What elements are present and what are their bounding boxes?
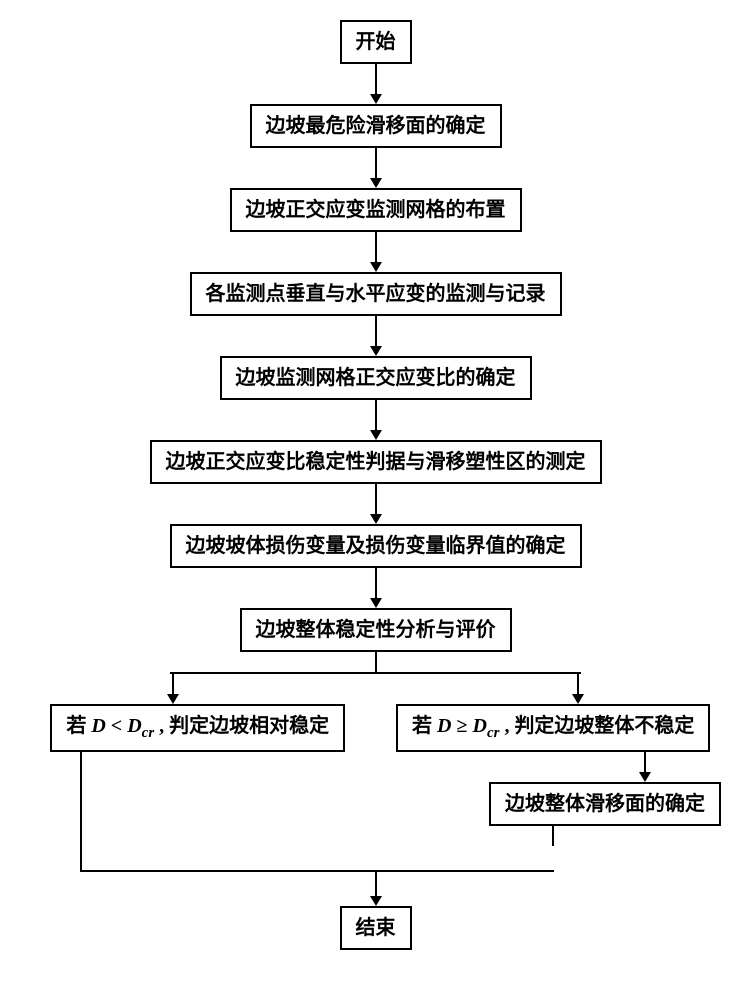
text-suffix: , 判定边坡相对稳定 (159, 715, 329, 737)
left-drop (80, 752, 82, 870)
node-end: 结束 (340, 906, 412, 950)
var-Dcr: Dcr (127, 715, 154, 737)
node-step-3: 各监测点垂直与水平应变的监测与记录 (190, 272, 562, 316)
rel-lt: < (111, 715, 122, 737)
rel-ge: ≥ (457, 715, 468, 737)
branch-row: 若 D < Dcr , 判定边坡相对稳定 若 D ≥ Dcr , 判定边坡整体不… (20, 674, 731, 870)
arrow (370, 568, 382, 608)
arrow (370, 872, 382, 906)
right-drop (552, 826, 554, 846)
node-step-6: 边坡坡体损伤变量及损伤变量临界值的确定 (170, 524, 582, 568)
split-bar-container (20, 672, 731, 674)
var-D: D (91, 715, 105, 737)
split-stem (375, 652, 377, 672)
text-prefix: 若 (412, 715, 432, 737)
node-step-2: 边坡正交应变监测网格的布置 (230, 188, 522, 232)
node-branch-right: 若 D ≥ Dcr , 判定边坡整体不稳定 (396, 704, 710, 752)
merge-bar-container (20, 870, 731, 872)
flowchart-root: 开始 边坡最危险滑移面的确定 边坡正交应变监测网格的布置 各监测点垂直与水平应变… (20, 20, 731, 950)
node-right-followup: 边坡整体滑移面的确定 (489, 782, 721, 826)
node-branch-left: 若 D < Dcr , 判定边坡相对稳定 (50, 704, 345, 752)
node-step-7: 边坡整体稳定性分析与评价 (240, 608, 512, 652)
merge-bar (80, 870, 554, 872)
node-step-1: 边坡最危险滑移面的确定 (250, 104, 502, 148)
text-suffix: , 判定边坡整体不稳定 (504, 715, 694, 737)
arrow (639, 752, 651, 782)
branch-right: 若 D ≥ Dcr , 判定边坡整体不稳定 边坡整体滑移面的确定 (376, 674, 732, 870)
node-start: 开始 (340, 20, 412, 64)
branch-left: 若 D < Dcr , 判定边坡相对稳定 (20, 674, 376, 870)
node-step-5: 边坡正交应变比稳定性判据与滑移塑性区的测定 (150, 440, 602, 484)
split-bar (170, 672, 581, 674)
arrow (370, 316, 382, 356)
arrow (370, 232, 382, 272)
node-step-4: 边坡监测网格正交应变比的确定 (220, 356, 532, 400)
arrow (572, 674, 584, 704)
text-prefix: 若 (66, 715, 86, 737)
arrow (370, 64, 382, 104)
arrow (167, 674, 179, 704)
var-D: D (437, 715, 451, 737)
arrow (370, 484, 382, 524)
arrow (370, 400, 382, 440)
var-Dcr: Dcr (472, 715, 499, 737)
arrow (370, 148, 382, 188)
